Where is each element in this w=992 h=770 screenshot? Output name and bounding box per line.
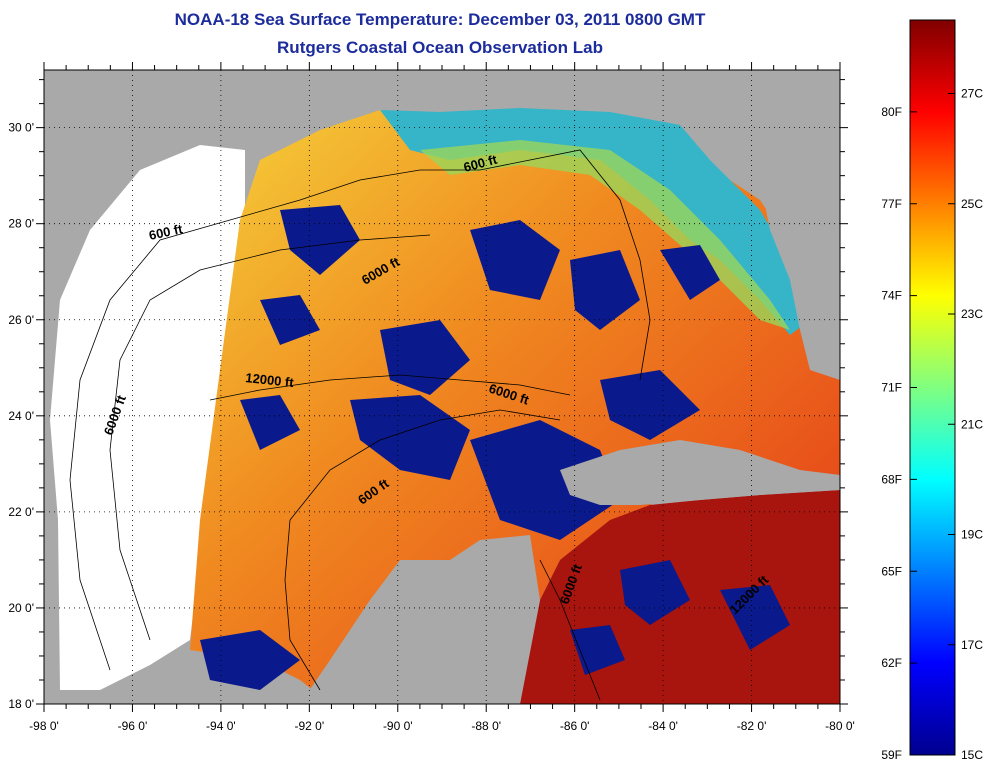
teal-coastal-band [420, 140, 790, 330]
longitude-tick-label: -82 0' [737, 719, 767, 733]
celsius-label: 19C [961, 528, 983, 542]
landmasses [240, 70, 840, 704]
contour-label: 600 ft [148, 221, 185, 243]
celsius-label: 17C [961, 638, 983, 652]
latitude-tick-label: 30 0' [8, 121, 34, 135]
celsius-label: 23C [961, 307, 983, 321]
celsius-labels: 27C 25C 23C 21C 19C 17C 15C [961, 87, 983, 763]
fahrenheit-label: 65F [881, 564, 902, 578]
fahrenheit-labels: 80F 77F 74F 71F 68F 65F 62F 59F [881, 105, 902, 762]
longitude-tick-label: -96 0' [118, 719, 148, 733]
bathymetry-contours [69, 149, 651, 701]
latitude-tick-label: 24 0' [8, 409, 34, 423]
fahrenheit-label: 80F [881, 105, 902, 119]
frame-ticks [36, 62, 848, 712]
longitude-tick-label: -94 0' [206, 719, 236, 733]
celsius-label: 15C [961, 748, 983, 762]
map-title: NOAA-18 Sea Surface Temperature: Decembe… [174, 10, 706, 29]
fahrenheit-label: 59F [881, 748, 902, 762]
longitude-tick-label: -86 0' [560, 719, 590, 733]
fahrenheit-label: 68F [881, 472, 902, 486]
map-subtitle: Rutgers Coastal Ocean Observation Lab [277, 38, 603, 57]
contour-label: 12000 ft [245, 370, 295, 390]
sst-map: 600 ft 600 ft 6000 ft 12000 ft 6000 ft 6… [8, 62, 855, 733]
longitude-tick-label: -84 0' [648, 719, 678, 733]
graticule [44, 70, 840, 704]
caribbean-cloud-patches [570, 560, 790, 675]
longitude-tick-label: -98 0' [29, 719, 59, 733]
celsius-label: 25C [961, 197, 983, 211]
longitude-tick-label: -80 0' [825, 719, 855, 733]
latitude-tick-label: 22 0' [8, 505, 34, 519]
latitude-tick-label: 26 0' [8, 313, 34, 327]
longitude-labels: -98 0' -96 0' -94 0' -92 0' -90 0' -88 0' -86 … [29, 719, 855, 733]
longitude-tick-label: -88 0' [471, 719, 501, 733]
celsius-label: 21C [961, 417, 983, 431]
latitude-tick-label: 20 0' [8, 601, 34, 615]
longitude-tick-label: -90 0' [383, 719, 413, 733]
latitude-tick-label: 18 0' [8, 697, 34, 711]
longitude-tick-label: -92 0' [295, 719, 325, 733]
fahrenheit-label: 71F [881, 381, 902, 395]
fahrenheit-label: 74F [881, 289, 902, 303]
no-data-area [50, 145, 245, 690]
latitude-labels: 18 0' 20 0' 22 0' 24 0' 26 0' 28 0' 30 0' [8, 121, 34, 711]
colorbar-gradient [909, 19, 956, 756]
fahrenheit-label: 77F [881, 197, 902, 211]
cool-coastal-water [380, 108, 810, 335]
latitude-tick-label: 28 0' [8, 217, 34, 231]
fahrenheit-label: 62F [881, 656, 902, 670]
celsius-label: 27C [961, 87, 983, 101]
